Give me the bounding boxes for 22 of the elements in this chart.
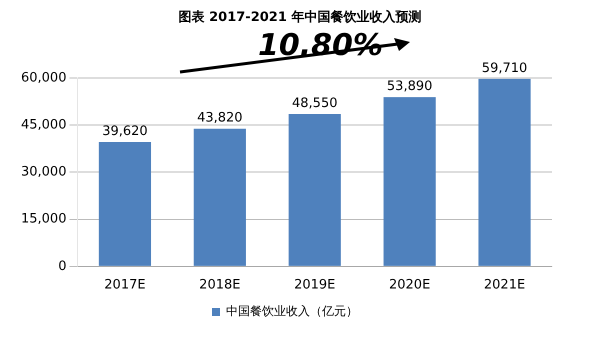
- y-tick-label: 0: [58, 258, 66, 274]
- y-tick-label: 45,000: [20, 117, 66, 132]
- y-tick-label: 15,000: [20, 212, 66, 227]
- x-tick-label: 2021E: [484, 278, 526, 293]
- data-label: 39,620: [102, 124, 148, 139]
- data-label: 53,890: [386, 79, 432, 94]
- x-tick-label: 2017E: [104, 278, 146, 293]
- bar: [384, 97, 436, 266]
- legend-label: 中国餐饮业收入（亿元）: [226, 304, 358, 318]
- bar: [194, 128, 246, 266]
- bar: [478, 78, 531, 266]
- chart-title: 图表 2017-2021 年中国餐饮业收入预测: [178, 8, 422, 27]
- x-tick-label: 2018E: [199, 278, 240, 293]
- data-label: 59,710: [482, 60, 528, 76]
- data-label: 43,820: [197, 110, 243, 126]
- x-tick-label: 2020E: [388, 278, 430, 293]
- y-tick-label: 60,000: [20, 70, 66, 86]
- data-label: 48,550: [292, 96, 338, 111]
- x-tick-label: 2019E: [294, 278, 336, 293]
- bar: [288, 114, 341, 266]
- y-tick-label: 30,000: [20, 164, 66, 180]
- bar: [98, 142, 152, 266]
